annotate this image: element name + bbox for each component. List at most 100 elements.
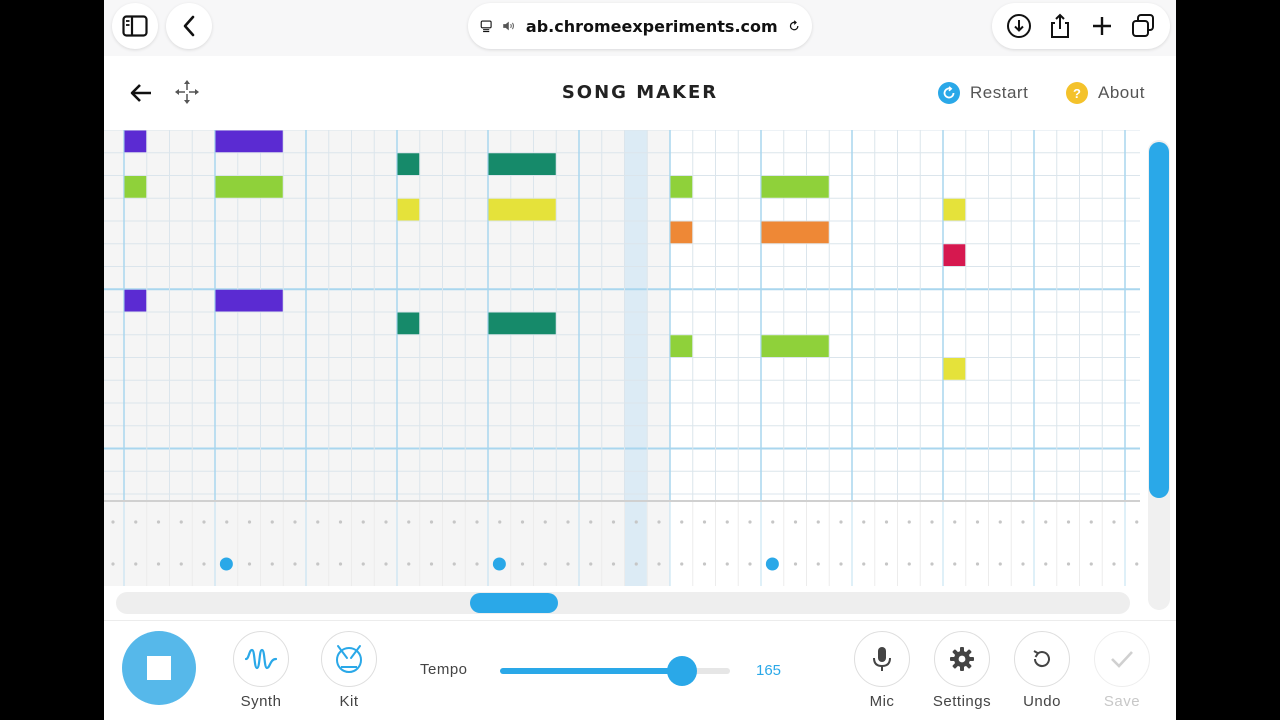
about-label: About bbox=[1098, 83, 1145, 102]
horizontal-scrollbar-track[interactable] bbox=[116, 592, 1130, 614]
reload-icon[interactable] bbox=[788, 16, 800, 36]
rhythm-dot bbox=[361, 562, 365, 566]
stop-button[interactable] bbox=[122, 631, 196, 705]
note-block bbox=[943, 198, 966, 221]
rhythm-dot bbox=[543, 562, 547, 566]
tempo-slider-thumb[interactable] bbox=[666, 656, 697, 686]
rhythm-dot bbox=[862, 520, 866, 524]
rhythm-hit bbox=[492, 557, 506, 571]
rhythm-dot bbox=[452, 562, 456, 566]
address-bar[interactable]: ab.chromeexperiments.com bbox=[468, 3, 812, 49]
tabs-icon[interactable] bbox=[1130, 13, 1156, 39]
browser-back-button[interactable] bbox=[166, 3, 212, 49]
stop-icon bbox=[147, 656, 171, 680]
rhythm-dot bbox=[816, 562, 820, 566]
rhythm-dot bbox=[407, 562, 411, 566]
note-block bbox=[124, 130, 147, 153]
rhythm-dot bbox=[907, 562, 911, 566]
note-block bbox=[124, 176, 147, 198]
chevron-left-icon bbox=[183, 15, 195, 37]
note-block bbox=[488, 198, 556, 221]
rhythm-dot bbox=[1112, 562, 1116, 566]
rhythm-dot bbox=[975, 562, 980, 566]
rhythm-dot bbox=[680, 562, 684, 566]
rhythm-dot bbox=[793, 520, 798, 524]
note-block bbox=[943, 244, 966, 266]
sidebar-icon bbox=[122, 15, 148, 37]
plus-icon[interactable] bbox=[1089, 13, 1115, 39]
speaker-icon[interactable] bbox=[502, 17, 516, 35]
rhythm-dot bbox=[657, 520, 661, 524]
horizontal-scrollbar-thumb[interactable] bbox=[470, 593, 558, 613]
rhythm-dot bbox=[998, 520, 1002, 524]
rhythm-dot bbox=[839, 562, 843, 566]
note-block bbox=[488, 312, 556, 335]
mic-button[interactable]: Mic bbox=[842, 631, 922, 710]
rhythm-hit bbox=[765, 557, 779, 571]
rhythm-dot bbox=[1066, 562, 1071, 566]
rhythm-dot bbox=[247, 520, 252, 524]
rhythm-dot bbox=[611, 520, 616, 524]
save-button[interactable]: Save bbox=[1082, 631, 1162, 710]
rhythm-dot bbox=[1021, 562, 1025, 566]
undo-button[interactable]: Undo bbox=[1002, 631, 1082, 710]
rhythm-dot bbox=[429, 520, 434, 524]
note-block bbox=[761, 335, 829, 357]
rhythm-dot bbox=[771, 520, 775, 524]
rhythm-dot bbox=[975, 520, 980, 524]
rhythm-dot bbox=[1089, 520, 1093, 524]
rhythm-dot bbox=[793, 562, 798, 566]
grid-light-region bbox=[670, 130, 1140, 500]
note-block bbox=[215, 176, 283, 198]
rhythm-dot bbox=[725, 520, 729, 524]
rhythm-dot bbox=[998, 562, 1002, 566]
kit-button[interactable]: Kit bbox=[309, 631, 389, 710]
rhythm-dot bbox=[156, 520, 161, 524]
save-label: Save bbox=[1103, 693, 1141, 710]
share-icon[interactable] bbox=[1047, 13, 1073, 39]
rhythm-dot bbox=[589, 562, 593, 566]
drum-icon bbox=[321, 631, 377, 687]
tab-overview-icon[interactable] bbox=[480, 16, 492, 36]
settings-button[interactable]: Settings bbox=[922, 631, 1002, 710]
rhythm-dot bbox=[680, 520, 684, 524]
rhythm-dot bbox=[293, 562, 297, 566]
rhythm-dot bbox=[953, 520, 957, 524]
synth-wave-icon bbox=[233, 631, 289, 687]
rhythm-dot bbox=[725, 562, 729, 566]
rhythm-dot bbox=[111, 520, 115, 524]
restart-icon bbox=[938, 82, 960, 104]
grid-canvas[interactable] bbox=[104, 130, 1140, 586]
rhythm-dot bbox=[702, 562, 707, 566]
rhythm-dot bbox=[1066, 520, 1071, 524]
note-block bbox=[215, 289, 283, 312]
note-grid[interactable] bbox=[104, 130, 1140, 586]
restart-button[interactable]: Restart bbox=[938, 80, 1028, 106]
arrow-left-icon[interactable] bbox=[128, 80, 154, 106]
synth-button[interactable]: Synth bbox=[221, 631, 301, 710]
rhythm-dot bbox=[543, 520, 547, 524]
rhythm-light-region bbox=[670, 502, 1140, 586]
kit-label: Kit bbox=[339, 693, 359, 710]
rhythm-dot bbox=[361, 520, 365, 524]
rhythm-dot bbox=[270, 562, 274, 566]
vertical-scrollbar-thumb[interactable] bbox=[1149, 142, 1169, 498]
note-block bbox=[397, 153, 420, 175]
microphone-icon bbox=[854, 631, 910, 687]
sidebar-toggle-button[interactable] bbox=[112, 3, 158, 49]
rhythm-dot bbox=[907, 520, 911, 524]
rhythm-dot bbox=[338, 562, 343, 566]
rhythm-dot bbox=[429, 562, 434, 566]
move-arrows-icon[interactable] bbox=[174, 79, 200, 105]
rhythm-dot bbox=[384, 562, 388, 566]
gear-icon bbox=[934, 631, 990, 687]
about-button[interactable]: ? About bbox=[1066, 80, 1145, 106]
rhythm-dot bbox=[1112, 520, 1116, 524]
tempo-slider-track[interactable] bbox=[500, 668, 730, 674]
rhythm-dot bbox=[247, 562, 252, 566]
rhythm-dot bbox=[702, 520, 707, 524]
note-block bbox=[124, 289, 147, 312]
rhythm-dot bbox=[657, 562, 661, 566]
note-block bbox=[670, 335, 693, 357]
download-icon[interactable] bbox=[1006, 13, 1032, 39]
